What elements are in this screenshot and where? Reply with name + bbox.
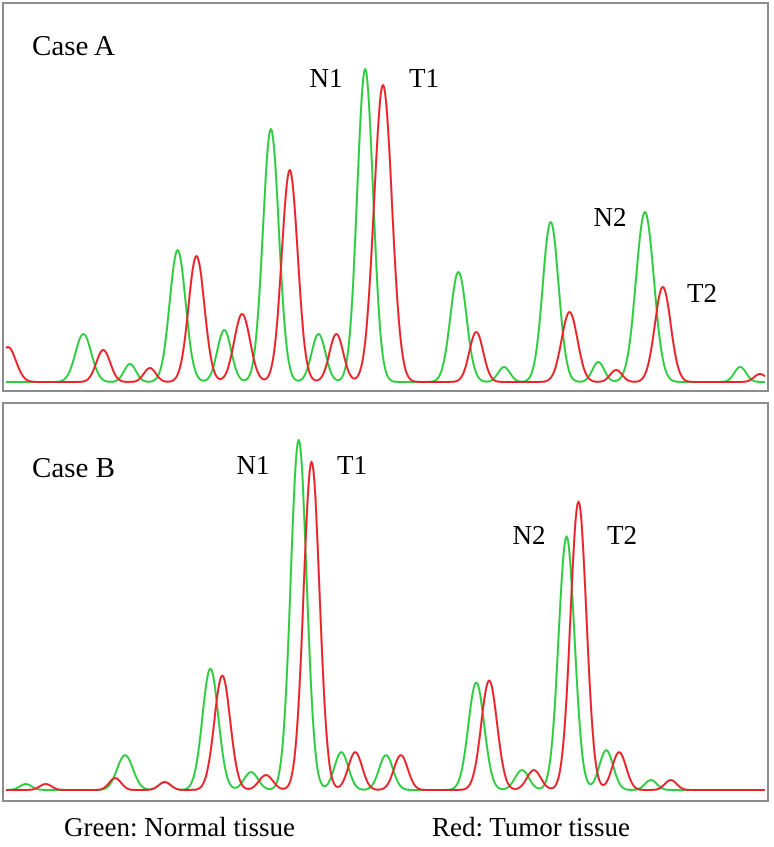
peak-label-t1: T1 [409,63,439,93]
chart-title-case-b: Case B [32,452,115,484]
legend-normal-tissue: Green: Normal tissue [64,812,295,842]
peak-label-n1: N1 [237,450,270,480]
tumor-tissue-trace [6,460,765,791]
peak-label-n2: N2 [594,202,627,232]
normal-tissue-trace [6,68,765,383]
peak-label-t2: T2 [687,278,717,308]
legend-tumor-tissue: Red: Tumor tissue [432,812,631,842]
normal-tissue-trace [6,439,765,791]
chart-title-case-a: Case A [32,30,115,62]
electropherogram-case-a: N1 T1 N2 T2 [5,63,766,383]
chart-panel-case-a: Case A N1 T1 N2 T2 [2,2,769,392]
peak-label-t2: T2 [607,520,637,550]
peak-label-t1: T1 [337,450,367,480]
peak-label-n2: N2 [513,520,546,550]
electropherogram-case-b: N1 T1 N2 T2 [6,439,765,791]
peak-label-n1: N1 [310,63,343,93]
chart-panel-case-b: Case B N1 T1 N2 T2 [2,402,769,802]
tumor-tissue-trace [5,84,766,383]
